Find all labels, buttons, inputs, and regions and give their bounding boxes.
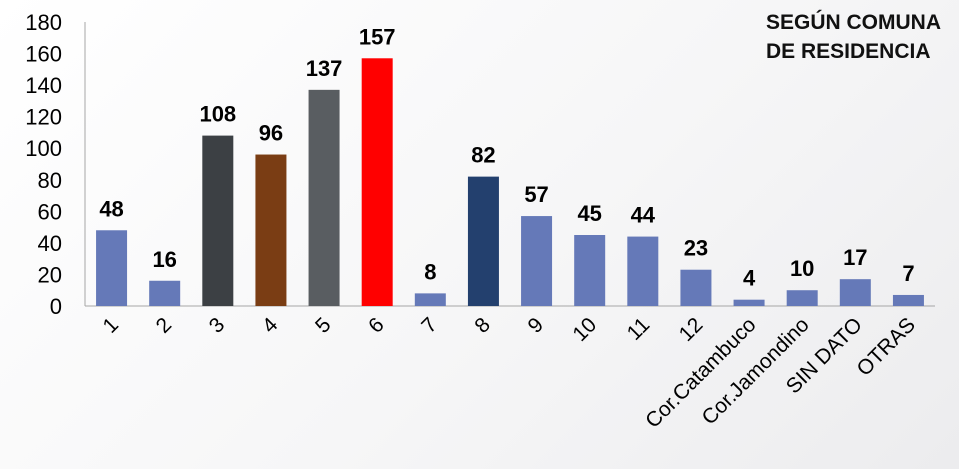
bar — [467, 176, 499, 306]
bar — [414, 293, 446, 306]
y-tick-label: 20 — [38, 262, 62, 287]
bar — [574, 235, 606, 306]
y-tick-label: 140 — [25, 73, 62, 98]
y-tick-label: 40 — [38, 231, 62, 256]
bar — [733, 299, 765, 306]
x-tick-label: 2 — [152, 313, 177, 338]
y-tick-label: 0 — [50, 294, 62, 319]
data-label: 16 — [152, 247, 176, 272]
x-tick-label: OTRAS — [853, 313, 920, 380]
data-label: 10 — [790, 256, 814, 281]
x-tick-label: 4 — [258, 313, 283, 338]
data-label: 157 — [359, 24, 396, 49]
bar — [786, 290, 818, 306]
x-tick-label: 8 — [470, 313, 495, 338]
x-tick-label: 6 — [364, 313, 389, 338]
y-tick-label: 60 — [38, 199, 62, 224]
data-label: 48 — [99, 196, 123, 221]
y-tick-label: 180 — [25, 10, 62, 35]
x-tick-label: 7 — [417, 313, 442, 338]
bar — [96, 230, 128, 306]
y-tick-label: 120 — [25, 105, 62, 130]
x-tick-label: 1 — [99, 313, 124, 338]
data-label: 23 — [684, 236, 708, 261]
x-tick-label: 9 — [524, 313, 549, 338]
bar — [149, 280, 181, 306]
x-tick-label: 10 — [568, 313, 601, 346]
data-label: 17 — [843, 245, 867, 270]
bar — [892, 294, 924, 306]
bar — [680, 269, 712, 306]
bar — [202, 135, 234, 306]
x-tick-label: 11 — [623, 313, 655, 345]
y-tick-label: 80 — [38, 168, 62, 193]
data-label: 137 — [306, 56, 343, 81]
chart-title-line-1: SEGÚN COMUNA — [765, 11, 941, 34]
y-tick-label: 100 — [25, 136, 62, 161]
data-label: 8 — [424, 259, 436, 284]
data-label: 4 — [743, 266, 756, 291]
data-label: 96 — [259, 121, 283, 146]
bar — [255, 154, 287, 306]
x-tick-label: 5 — [311, 313, 336, 338]
data-label: 45 — [577, 201, 601, 226]
bar — [521, 216, 553, 306]
bar — [627, 236, 659, 306]
data-label: 44 — [631, 203, 656, 228]
data-label: 57 — [524, 182, 548, 207]
data-label: 108 — [199, 102, 236, 127]
bar — [839, 279, 871, 306]
bar — [308, 89, 340, 306]
x-tick-label: 12 — [675, 313, 708, 346]
data-label: 82 — [471, 143, 495, 168]
chart-title-line-2: DE RESIDENCIA — [765, 40, 931, 63]
chart-title: SEGÚN COMUNA DE RESIDENCIA — [766, 8, 941, 66]
y-tick-label: 160 — [25, 42, 62, 67]
data-label: 7 — [902, 261, 914, 286]
bar — [361, 58, 393, 307]
x-tick-label: 3 — [205, 313, 230, 338]
